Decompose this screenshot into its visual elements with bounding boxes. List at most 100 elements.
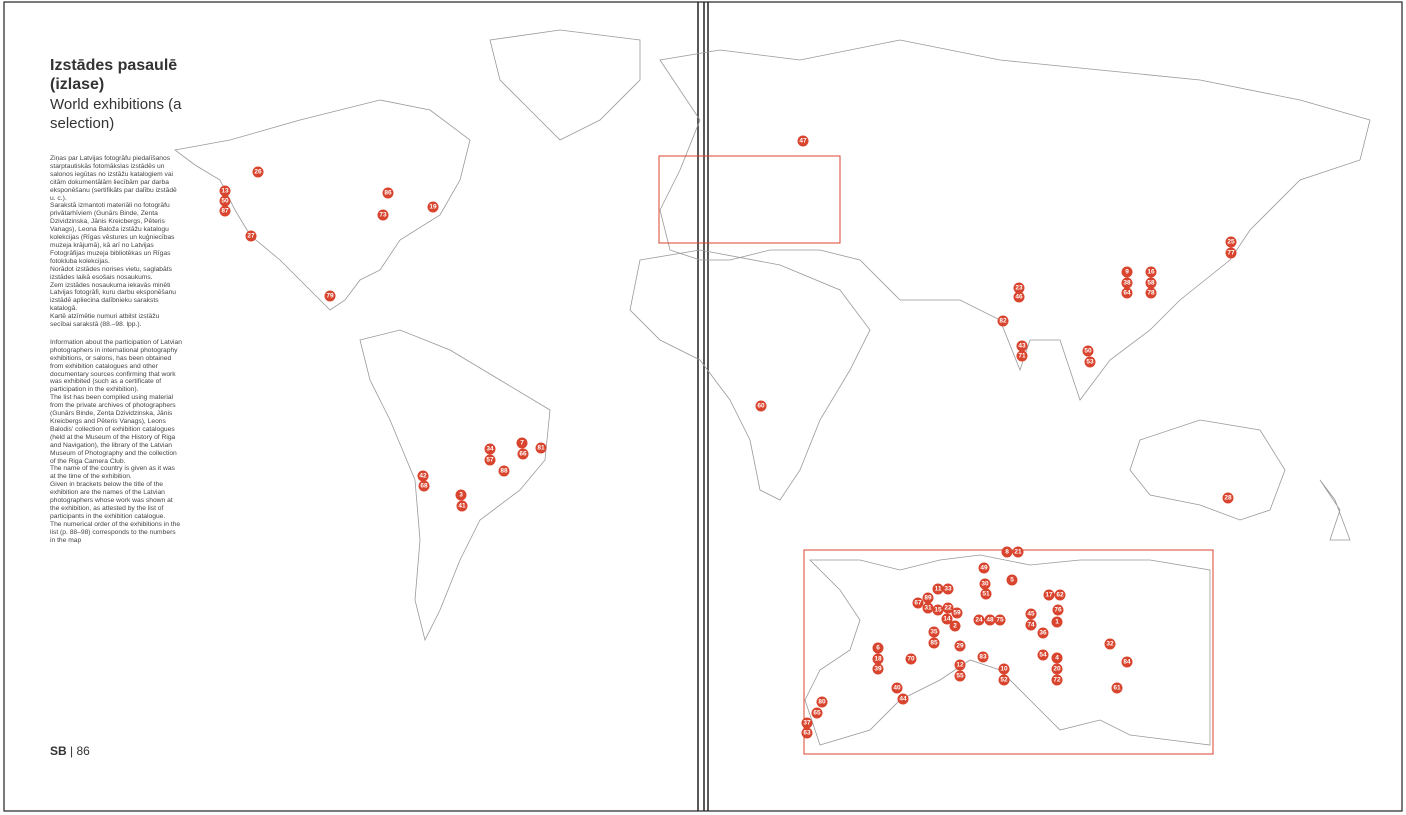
marker-dot: [1043, 589, 1055, 601]
marker-dot: [949, 620, 961, 632]
marker-dot: [872, 653, 884, 665]
marker: 32: [1104, 638, 1116, 650]
marker-dot: [1104, 638, 1116, 650]
marker-dot: [932, 604, 944, 616]
marker-label: 53: [1086, 359, 1094, 366]
marker: 58: [1145, 277, 1157, 289]
marker: 9: [1121, 266, 1133, 278]
marker-label: 41: [458, 503, 466, 510]
marker-label: 87: [221, 208, 229, 215]
marker: 25: [1225, 236, 1237, 248]
marker-label: 15: [934, 607, 942, 614]
marker-dot: [1037, 627, 1049, 639]
marker: 64: [1121, 287, 1133, 299]
marker: 48: [984, 614, 996, 626]
marker-dot: [382, 187, 394, 199]
marker: 42: [417, 470, 429, 482]
marker-label: 47: [799, 138, 807, 145]
marker-dot: [980, 588, 992, 600]
marker-label: 50: [1084, 348, 1092, 355]
marker: 77: [1225, 247, 1237, 259]
marker: 33: [942, 583, 954, 595]
marker: 62: [1054, 589, 1066, 601]
marker: 50: [1082, 345, 1094, 357]
marker-dot: [755, 400, 767, 412]
marker-label: 7: [520, 440, 524, 447]
marker-label: 60: [757, 403, 765, 410]
marker-label: 81: [537, 445, 545, 452]
marker: 52: [998, 674, 1010, 686]
marker-dot: [1084, 356, 1096, 368]
marker-label: 11: [935, 586, 942, 593]
marker-dot: [1121, 277, 1133, 289]
marker: 44: [897, 693, 909, 705]
marker-label: 24: [975, 617, 983, 624]
marker-label: 66: [519, 451, 527, 458]
marker-dot: [1145, 277, 1157, 289]
marker-label: 72: [1053, 677, 1061, 684]
marker-dot: [1052, 604, 1064, 616]
marker: 19: [427, 201, 439, 213]
marker-dot: [797, 135, 809, 147]
marker-dot: [872, 642, 884, 654]
marker-label: 55: [956, 673, 964, 680]
marker-label: 65: [813, 710, 821, 717]
marker-label: 13: [221, 188, 229, 195]
marker-dot: [219, 205, 231, 217]
marker-dot: [979, 578, 991, 590]
marker-dot: [417, 470, 429, 482]
marker-label: 64: [1123, 290, 1131, 297]
marker-dot: [377, 209, 389, 221]
marker-label: 54: [1039, 652, 1047, 659]
marker-label: 46: [1015, 294, 1023, 301]
marker-label: 89: [924, 595, 932, 602]
marker-dot: [498, 465, 510, 477]
marker-dot: [816, 696, 828, 708]
paragraph: Given in brackets below the title of the…: [50, 481, 173, 520]
marker-label: 77: [1227, 250, 1235, 257]
description: Ziņas par Latvijas fotogrāfu piedalīšano…: [50, 155, 182, 545]
marker-dot: [1051, 663, 1063, 675]
marker-dot: [1082, 345, 1094, 357]
marker: 57: [484, 454, 496, 466]
marker-dot: [977, 651, 989, 663]
marker: 41: [456, 500, 468, 512]
marker: 28: [1222, 492, 1234, 504]
marker-label: 45: [1027, 611, 1035, 618]
paragraph: Sarakstā izmantoti materiāli no fotogrāf…: [50, 202, 175, 265]
marker: 54: [1037, 649, 1049, 661]
marker-label: 31: [924, 605, 932, 612]
marker: 63: [801, 727, 813, 739]
marker: 55: [954, 670, 966, 682]
marker-label: 3: [459, 492, 463, 499]
marker: 84: [1121, 656, 1133, 668]
marker-label: 48: [986, 617, 994, 624]
marker-dot: [1225, 247, 1237, 259]
marker: 51: [980, 588, 992, 600]
paragraph: The name of the country is given as it w…: [50, 465, 175, 481]
marker: 76: [1052, 604, 1064, 616]
marker-label: 44: [899, 696, 907, 703]
marker: 12: [954, 659, 966, 671]
marker-label: 52: [1000, 677, 1008, 684]
marker: 38: [1121, 277, 1133, 289]
marker-dot: [427, 201, 439, 213]
marker: 27: [245, 230, 257, 242]
marker-label: 32: [1106, 641, 1114, 648]
marker-label: 30: [981, 581, 989, 588]
marker-label: 6: [876, 645, 880, 652]
marker-dot: [951, 607, 963, 619]
marker: 72: [1051, 674, 1063, 686]
marker-label: 34: [486, 446, 494, 453]
marker-dot: [324, 290, 336, 302]
marker-label: 1: [1055, 619, 1059, 626]
marker-dot: [978, 562, 990, 574]
marker-dot: [1016, 340, 1028, 352]
marker: 73: [377, 209, 389, 221]
marker: 8: [1001, 546, 1013, 558]
marker-label: 8: [1005, 549, 1009, 556]
marker: 15: [932, 604, 944, 616]
marker-dot: [811, 707, 823, 719]
marker-dot: [998, 674, 1010, 686]
